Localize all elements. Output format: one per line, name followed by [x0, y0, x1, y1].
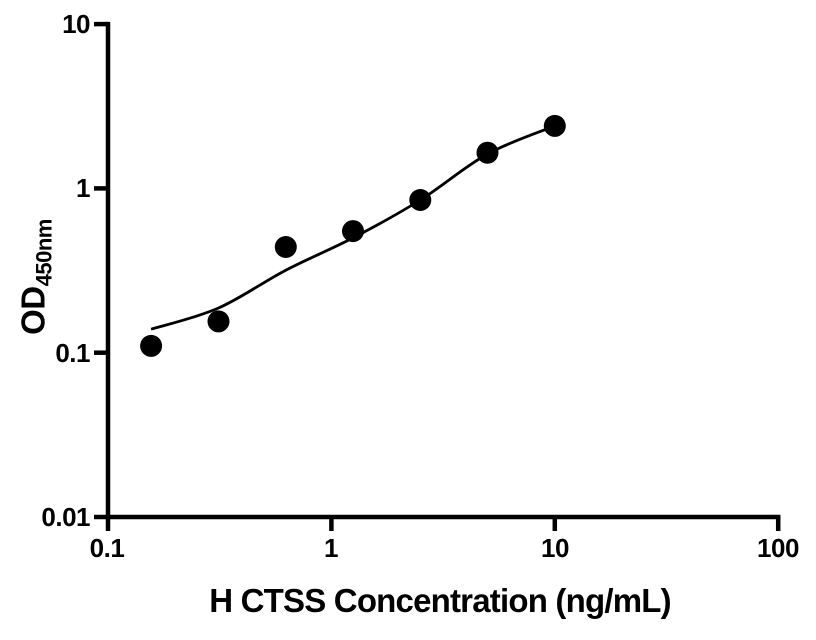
data-point	[476, 141, 499, 164]
x-tick-label-100: 100	[757, 533, 799, 563]
data-point	[342, 220, 364, 243]
x-tick-label-1: 1	[324, 533, 338, 563]
y-tick-label-1: 1	[76, 173, 90, 203]
data-point	[207, 310, 230, 333]
y-tick-label-0.1: 0.1	[55, 338, 90, 368]
data-point	[543, 114, 566, 137]
x-tick-label-0.1: 0.1	[89, 533, 125, 563]
y-axis-title-main: OD	[14, 286, 52, 335]
data-point	[140, 334, 163, 357]
x-axis-title: H CTSS Concentration (ng/mL)	[209, 582, 671, 619]
y-tick-label-0.01: 0.01	[41, 502, 90, 532]
y-axis-title: OD450nm	[15, 219, 58, 335]
y-tick-label-10: 10	[62, 9, 90, 39]
data-point	[274, 236, 297, 258]
x-tick-label-10: 10	[541, 533, 569, 563]
data-point	[409, 189, 432, 211]
y-axis-title-subscript: 450nm	[31, 219, 57, 287]
